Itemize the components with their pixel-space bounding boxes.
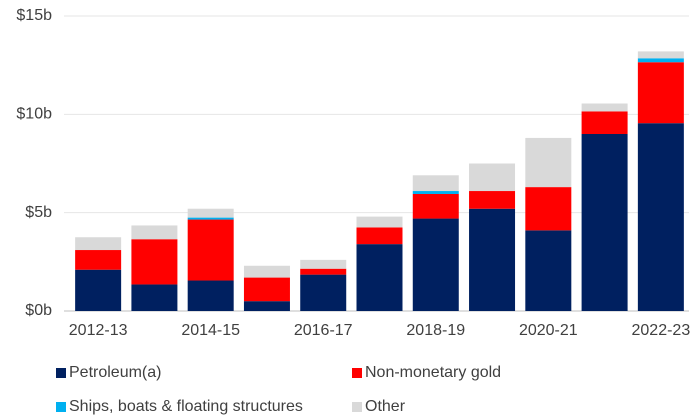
bar-segment: [637, 58, 684, 63]
y-tick-label: $15b: [16, 7, 52, 24]
bar-segment: [300, 274, 347, 311]
bar-segment: [131, 239, 178, 285]
y-tick-label: $5b: [25, 204, 52, 221]
bar-segment: [187, 219, 234, 281]
bar-segment: [187, 217, 234, 220]
bar-segment: [412, 191, 459, 194]
legend-swatch: [352, 402, 362, 412]
bar-segment: [300, 268, 347, 275]
bar-segment: [581, 103, 628, 112]
bar-segment: [131, 225, 178, 240]
legend-swatch: [56, 402, 66, 412]
bar-segment: [243, 265, 290, 278]
bar-segment: [75, 269, 122, 311]
bar-segment: [356, 244, 403, 311]
legend-label: Other: [365, 398, 406, 415]
bar-segment: [581, 111, 628, 134]
legend-swatch: [56, 368, 66, 378]
bar-segment: [525, 137, 572, 188]
bar-segment: [356, 216, 403, 228]
bar-segment: [412, 218, 459, 311]
bar-segment: [469, 208, 516, 311]
x-tick-label: 2014-15: [181, 322, 240, 339]
x-tick-label: 2012-13: [69, 322, 128, 339]
legend-label: Non-monetary gold: [365, 364, 501, 381]
bar-segment: [469, 191, 516, 209]
bar-segment: [75, 250, 122, 270]
bar-segment: [525, 230, 572, 311]
x-tick-label: 2018-19: [406, 322, 465, 339]
bar-segment: [243, 277, 290, 302]
bar-segment: [412, 175, 459, 192]
bar-segment: [637, 51, 684, 59]
bar-segment: [187, 208, 234, 218]
legend-swatch: [352, 368, 362, 378]
bar-segment: [637, 123, 684, 311]
x-tick-label: 2022-23: [632, 322, 691, 339]
y-tick-label: $0b: [25, 302, 52, 319]
bar-segment: [187, 280, 234, 311]
bar-segment: [75, 237, 122, 251]
legend-label: Ships, boats & floating structures: [69, 398, 303, 415]
y-tick-label: $10b: [16, 106, 52, 123]
bar-segment: [581, 134, 628, 311]
bar-segment: [131, 284, 178, 311]
x-tick-label: 2016-17: [294, 322, 353, 339]
bar-segment: [300, 259, 347, 269]
bar-segment: [469, 163, 516, 192]
x-tick-label: 2020-21: [519, 322, 578, 339]
bar-segment: [356, 227, 403, 245]
bar-segment: [243, 301, 290, 311]
legend-label: Petroleum(a): [69, 364, 161, 381]
bar-segment: [412, 193, 459, 219]
bar-segment: [637, 62, 684, 124]
bar-segment: [525, 187, 572, 231]
